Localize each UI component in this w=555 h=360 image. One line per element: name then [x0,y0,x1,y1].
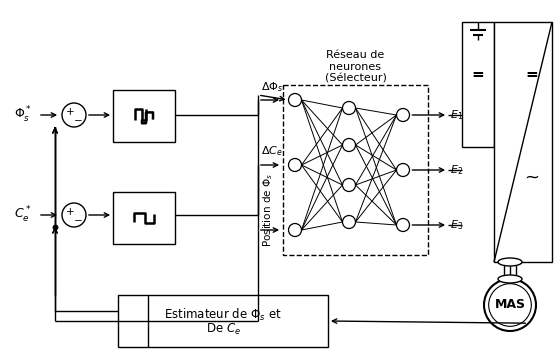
Text: ~: ~ [524,169,539,187]
Circle shape [489,284,531,326]
Circle shape [484,279,536,331]
Text: $\Delta\Phi_s$: $\Delta\Phi_s$ [261,80,284,94]
Circle shape [62,203,86,227]
Text: Position de $\Phi_s$: Position de $\Phi_s$ [261,173,275,247]
Text: $E_2$: $E_2$ [450,163,463,177]
Circle shape [289,94,301,107]
Text: MAS: MAS [495,298,526,311]
Circle shape [62,103,86,127]
Bar [118,295,328,347]
Bar [494,22,552,262]
Text: Réseau de
neurones
(Sélecteur): Réseau de neurones (Sélecteur) [325,50,386,83]
Circle shape [396,219,410,231]
Circle shape [342,102,356,114]
Bar [462,22,494,147]
Text: +: + [65,207,74,217]
Circle shape [289,224,301,237]
Circle shape [342,179,356,192]
Circle shape [342,139,356,152]
Circle shape [396,108,410,122]
Bar [283,85,428,255]
Bar [113,192,175,244]
Ellipse shape [498,258,522,266]
Ellipse shape [498,275,522,283]
Text: +: + [65,107,74,117]
Text: $E_1$: $E_1$ [450,108,463,122]
Text: $E_3$: $E_3$ [450,218,463,232]
Text: $-$: $-$ [73,214,83,224]
Circle shape [396,163,410,176]
Text: $\Delta C_e$: $\Delta C_e$ [261,144,283,158]
Text: De $C_e$: De $C_e$ [205,322,240,337]
Text: =: = [526,67,538,82]
Text: Estimateur de $\Phi_s$ et: Estimateur de $\Phi_s$ et [164,307,282,323]
Bar [113,90,175,142]
Text: $-$: $-$ [73,114,83,124]
Text: =: = [472,67,485,82]
Circle shape [289,158,301,171]
Text: $\Phi_s^*$: $\Phi_s^*$ [14,105,32,125]
Text: $C_e^*$: $C_e^*$ [14,205,32,225]
Circle shape [342,216,356,229]
